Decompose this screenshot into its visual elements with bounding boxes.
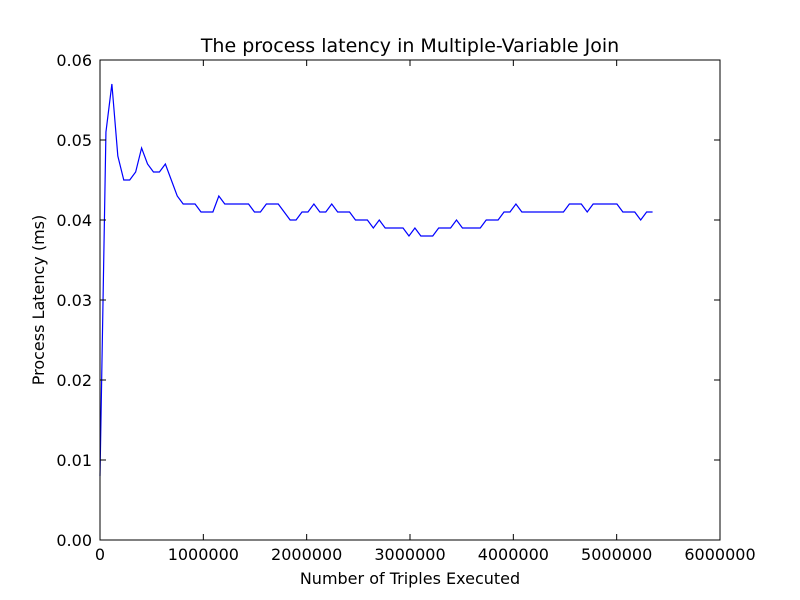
y-tick-label: 0.00: [56, 531, 92, 550]
y-tick-label: 0.06: [56, 51, 92, 70]
x-tick-label: 3000000: [374, 545, 445, 564]
y-tick-label: 0.03: [56, 291, 92, 310]
x-tick-label: 0: [95, 545, 105, 564]
x-tick-label: 2000000: [271, 545, 342, 564]
y-tick-label: 0.01: [56, 451, 92, 470]
y-tick-label: 0.04: [56, 211, 92, 230]
y-axis-label: Process Latency (ms): [29, 215, 48, 386]
x-tick-label: 6000000: [684, 545, 755, 564]
chart-title: The process latency in Multiple-Variable…: [200, 35, 619, 57]
data-line: [99, 83, 653, 477]
x-tick-label: 5000000: [581, 545, 652, 564]
x-tick-label: 1000000: [168, 545, 239, 564]
y-tick-label: 0.05: [56, 131, 92, 150]
x-axis-label: Number of Triples Executed: [300, 569, 520, 588]
y-tick-label: 0.02: [56, 371, 92, 390]
x-tick-label: 4000000: [478, 545, 549, 564]
